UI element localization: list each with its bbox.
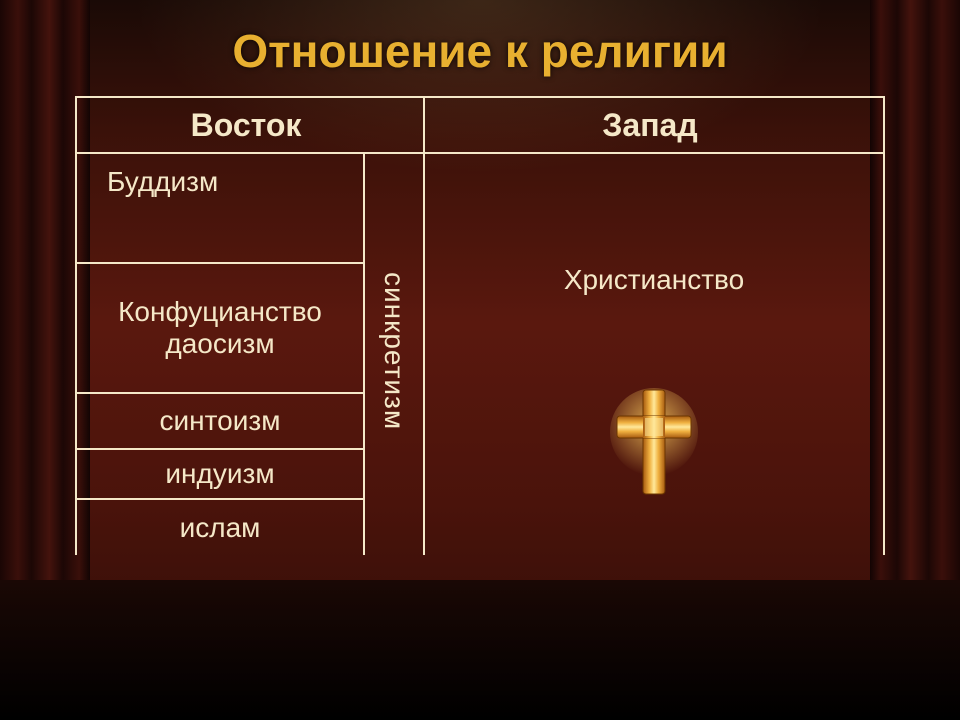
- east-cell-confucianism-taoism: Конфуцианство даосизм: [76, 263, 364, 393]
- religion-table: Восток Запад Буддизм синкретизм Христиан…: [75, 96, 885, 555]
- syncretism-label: синкретизм: [378, 272, 410, 430]
- cross-icon: [609, 384, 699, 511]
- east-vertical-label-cell: синкретизм: [364, 153, 424, 555]
- east-cell-shinto: синтоизм: [76, 393, 364, 449]
- west-cell: Христианство: [424, 153, 884, 555]
- table-header-row: Восток Запад: [76, 97, 884, 153]
- east-cell-islam: ислам: [76, 499, 364, 555]
- east-cell-buddhism: Буддизм: [76, 153, 364, 263]
- header-west: Запад: [424, 97, 884, 153]
- west-content-label: Христианство: [564, 264, 744, 295]
- stage-floor: [0, 580, 960, 720]
- header-east: Восток: [76, 97, 424, 153]
- table-row: Буддизм синкретизм Христианство: [76, 153, 884, 263]
- east-cell-line1: Конфуцианство даосизм: [90, 296, 350, 360]
- page-title: Отношение к религии: [0, 24, 960, 78]
- east-cell-hinduism: индуизм: [76, 449, 364, 499]
